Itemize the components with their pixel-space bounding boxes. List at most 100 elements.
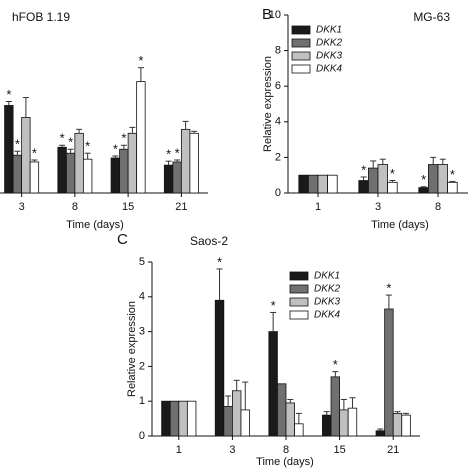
- y-axis-label: Relative expression: [262, 56, 274, 152]
- bar: [298, 174, 309, 194]
- legend-swatch: [291, 51, 311, 61]
- x-tick-label: 15: [333, 444, 345, 456]
- bar: [172, 161, 182, 194]
- legend-label: DKK4: [314, 310, 341, 321]
- bar: [29, 161, 40, 194]
- x-tick-label: 3: [229, 444, 235, 456]
- bar: [377, 164, 389, 194]
- bar: [427, 164, 439, 194]
- bar: [180, 128, 191, 194]
- bar: [169, 400, 180, 437]
- bar: [387, 181, 398, 194]
- bar: [447, 181, 458, 194]
- x-tick-label: 21: [387, 444, 399, 456]
- bar: [186, 400, 197, 437]
- y-tick-label: 8: [275, 45, 281, 57]
- bar: [367, 167, 379, 194]
- significance: *: [175, 145, 180, 160]
- y-tick-label: 0: [139, 430, 145, 442]
- bar: [437, 164, 449, 194]
- x-axis-label: Time (days): [256, 456, 314, 468]
- significance: *: [85, 139, 90, 154]
- bar: [74, 132, 84, 194]
- significance: *: [450, 167, 455, 182]
- bar: [240, 409, 250, 437]
- legend-label: DKK4: [316, 64, 343, 75]
- bar: [161, 400, 171, 437]
- bar: [294, 423, 304, 437]
- bar: [330, 376, 340, 437]
- bar: [375, 430, 386, 437]
- significance: *: [361, 162, 366, 177]
- bar: [418, 187, 429, 194]
- x-axis-label: Time (days): [371, 219, 429, 231]
- significance: *: [386, 280, 391, 295]
- significance: *: [138, 53, 143, 68]
- y-tick-label: 5: [139, 256, 145, 268]
- x-tick-label: 15: [122, 201, 134, 213]
- bar: [268, 331, 278, 437]
- bar: [347, 407, 358, 437]
- legend-label: DKK2: [316, 38, 343, 49]
- legend-swatch: [289, 284, 309, 294]
- bar: [231, 390, 242, 437]
- bar: [82, 158, 93, 194]
- x-tick-label: 8: [283, 444, 289, 456]
- significance: *: [333, 357, 338, 372]
- x-tick-label: 1: [176, 444, 182, 456]
- x-tick-label: 3: [375, 201, 381, 213]
- legend-label: DKK3: [314, 297, 341, 308]
- bar: [317, 174, 329, 194]
- legend-swatch: [289, 297, 309, 307]
- legend-label: DKK1: [316, 25, 342, 36]
- y-tick-label: 10: [269, 9, 281, 21]
- significance: *: [421, 172, 426, 187]
- bar: [307, 174, 319, 194]
- panel-label: B: [262, 6, 272, 23]
- bar: [277, 383, 287, 437]
- legend-swatch: [291, 64, 311, 74]
- x-tick-label: 3: [19, 201, 25, 213]
- significance: *: [390, 166, 395, 181]
- y-axis-label: Relative expression: [126, 301, 138, 397]
- y-tick-label: 6: [275, 80, 281, 92]
- bar: [339, 409, 349, 437]
- bar: [327, 174, 338, 194]
- y-tick-label: 2: [275, 151, 281, 163]
- legend-swatch: [291, 38, 311, 48]
- bar: [136, 81, 146, 194]
- significance: *: [113, 141, 118, 156]
- bar: [392, 412, 403, 437]
- x-tick-label: 21: [175, 201, 187, 213]
- chart-title: Saos-2: [190, 234, 228, 248]
- legend-label: DKK2: [314, 284, 341, 295]
- bar: [127, 132, 138, 194]
- y-tick-label: 4: [139, 291, 145, 303]
- legend-swatch: [291, 25, 311, 35]
- significance: *: [271, 298, 276, 313]
- bar: [189, 132, 199, 194]
- x-tick-label: 8: [72, 201, 78, 213]
- y-tick-label: 0: [275, 187, 281, 199]
- significance: *: [32, 145, 37, 160]
- significance: *: [121, 131, 126, 146]
- bar: [4, 105, 14, 194]
- bar: [178, 400, 188, 437]
- x-tick-label: 1: [315, 201, 321, 213]
- significance: *: [217, 254, 222, 269]
- chart-title: hFOB 1.19: [12, 10, 70, 24]
- bar: [384, 308, 394, 437]
- legend-swatch: [289, 271, 309, 281]
- bar: [57, 146, 67, 194]
- x-tick-label: 8: [435, 201, 441, 213]
- bar: [21, 117, 31, 194]
- x-axis-label: Time (days): [66, 219, 124, 231]
- bar: [401, 414, 411, 437]
- significance: *: [68, 135, 73, 150]
- chart-title: MG-63: [413, 10, 450, 24]
- bar: [358, 180, 369, 194]
- legend-label: DKK1: [314, 271, 340, 282]
- legend-swatch: [289, 310, 309, 320]
- bar: [214, 299, 225, 437]
